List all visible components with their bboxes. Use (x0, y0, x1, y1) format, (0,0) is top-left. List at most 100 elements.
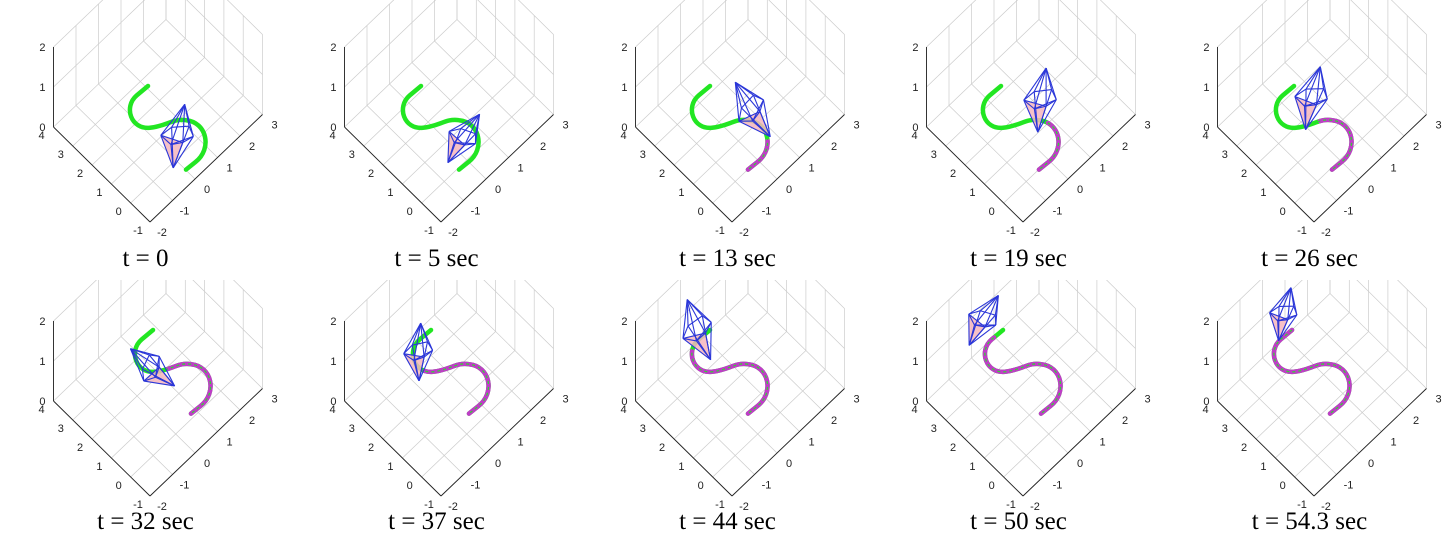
tick-label-right: -1 (180, 480, 190, 492)
panel-3: 4 3 2 1 0 -1 3 2 1 0 -1 -2 0 1 2 t = 13 sec (582, 0, 873, 280)
tick-label-z: 0 (1203, 396, 1209, 408)
robot-edge (143, 376, 156, 382)
tick-label-left: 3 (1222, 423, 1228, 435)
grid-lines (53, 280, 263, 497)
tick-label-z: 2 (330, 316, 336, 328)
floor-grid-line (344, 19, 458, 128)
robot-edge (1294, 66, 1321, 97)
axis-right (731, 114, 845, 223)
tick-label-right: 3 (1144, 120, 1150, 132)
tick-label-left: 0 (698, 206, 704, 218)
axes-group: 4 3 2 1 0 -1 3 2 1 0 -1 -2 0 1 2 (329, 280, 569, 513)
robot-edge (1034, 89, 1052, 93)
robot-edge (1278, 314, 1298, 341)
robot-edge (448, 113, 480, 132)
wall-grid-line (635, 280, 845, 362)
axis-left (53, 126, 151, 223)
traversed-path (689, 327, 770, 416)
tick-label-left: -1 (1006, 499, 1016, 511)
plot-3d: 4 3 2 1 0 -1 3 2 1 0 -1 -2 0 1 2 (329, 0, 569, 239)
tick-label-z: 0 (621, 122, 627, 134)
axes-group: 4 3 2 1 0 -1 3 2 1 0 -1 -2 0 1 2 (38, 280, 278, 513)
tick-label-right: 2 (249, 415, 255, 427)
floor-grid-line (1262, 357, 1360, 454)
tick-labels: 4 3 2 1 0 -1 3 2 1 0 -1 -2 0 1 2 (911, 42, 1150, 239)
floor-grid-line (1217, 19, 1331, 128)
robot-edge (403, 322, 422, 354)
robot-edge (1287, 287, 1292, 320)
tick-label-z: 2 (39, 316, 45, 328)
tick-label-right: 2 (249, 141, 255, 153)
robot-edge (420, 323, 425, 358)
tick-label-right: 3 (1435, 394, 1441, 406)
robot-edge (171, 104, 186, 128)
robot-edge (1323, 88, 1328, 100)
axes-group: 4 3 2 1 0 -1 3 2 1 0 -1 -2 0 1 2 (620, 280, 860, 513)
robot-edge (1023, 91, 1035, 101)
traversed-path (982, 327, 1063, 416)
time-caption: t = 37 sec (388, 508, 485, 535)
tick-label-left: 3 (931, 423, 937, 435)
tick-labels: 4 3 2 1 0 -1 3 2 1 0 -1 -2 0 1 2 (620, 42, 859, 239)
robot-edge (129, 348, 143, 370)
robot-edge (701, 315, 712, 360)
axis-right (149, 114, 263, 223)
floor-grid-line (130, 95, 244, 204)
robot-edge (696, 321, 712, 342)
robot-edge (968, 324, 997, 346)
tick-label-right: 2 (540, 415, 546, 427)
robot-edge (710, 322, 712, 360)
robot-edge (974, 295, 999, 326)
tick-label-left: 2 (77, 168, 83, 180)
floor-grid-line (1329, 293, 1427, 389)
floor-grid-line (657, 379, 755, 475)
floor-grid-line (1307, 314, 1405, 411)
robot-edge (686, 299, 697, 342)
floor-grid-line (120, 62, 218, 158)
tick-label-left: 0 (116, 206, 122, 218)
tick-labels: 4 3 2 1 0 -1 3 2 1 0 -1 -2 0 1 2 (911, 316, 1150, 513)
robot-edge (427, 341, 434, 351)
robot-edge (413, 349, 433, 361)
tick-label-right: 3 (1435, 120, 1441, 132)
tick-label-left: 3 (640, 423, 646, 435)
axes-group: 4 3 2 1 0 -1 3 2 1 0 -1 -2 0 1 2 (1202, 0, 1442, 239)
tick-label-right: 3 (562, 394, 568, 406)
tick-label-right: 0 (1077, 458, 1083, 470)
robot-edge (734, 81, 761, 112)
axis-left (635, 400, 733, 497)
tick-label-right: 0 (204, 458, 210, 470)
robot-edge (129, 348, 145, 382)
axis-left (926, 400, 1024, 497)
robot-edge (453, 113, 480, 143)
axis-right (1313, 388, 1427, 497)
floor-grid-line (53, 19, 167, 128)
grid-lines (344, 280, 554, 497)
robot-edge (738, 120, 771, 138)
tick-label-left: 1 (96, 461, 102, 473)
reference-path (980, 83, 1061, 172)
robot-edge (1033, 67, 1047, 92)
tick-label-left: 0 (1280, 206, 1286, 218)
axis-left (1217, 126, 1315, 223)
robot-edge (968, 313, 975, 326)
tick-label-left: 4 (1202, 404, 1208, 416)
floor-grid-line (72, 312, 186, 421)
tick-label-right: -2 (157, 501, 167, 513)
tick-label-left: -1 (1006, 225, 1016, 237)
floor-grid-line (366, 379, 464, 475)
traversed-path (689, 83, 770, 172)
tick-label-right: -2 (1321, 501, 1331, 513)
floor-grid-line (389, 357, 487, 454)
tick-label-right: 0 (1368, 184, 1374, 196)
tick-label-left: 4 (38, 130, 44, 142)
floor-grid-line (1284, 336, 1382, 432)
plot-3d: 4 3 2 1 0 -1 3 2 1 0 -1 -2 0 1 2 (329, 280, 569, 513)
robot-edge (762, 99, 771, 137)
floor-grid-line (1038, 19, 1136, 115)
axis-right (1022, 388, 1136, 497)
wall-grid-line (926, 0, 1136, 88)
time-caption: t = 44 sec (679, 508, 776, 535)
robot-edge (447, 128, 462, 163)
floor-grid-line (964, 331, 1078, 440)
